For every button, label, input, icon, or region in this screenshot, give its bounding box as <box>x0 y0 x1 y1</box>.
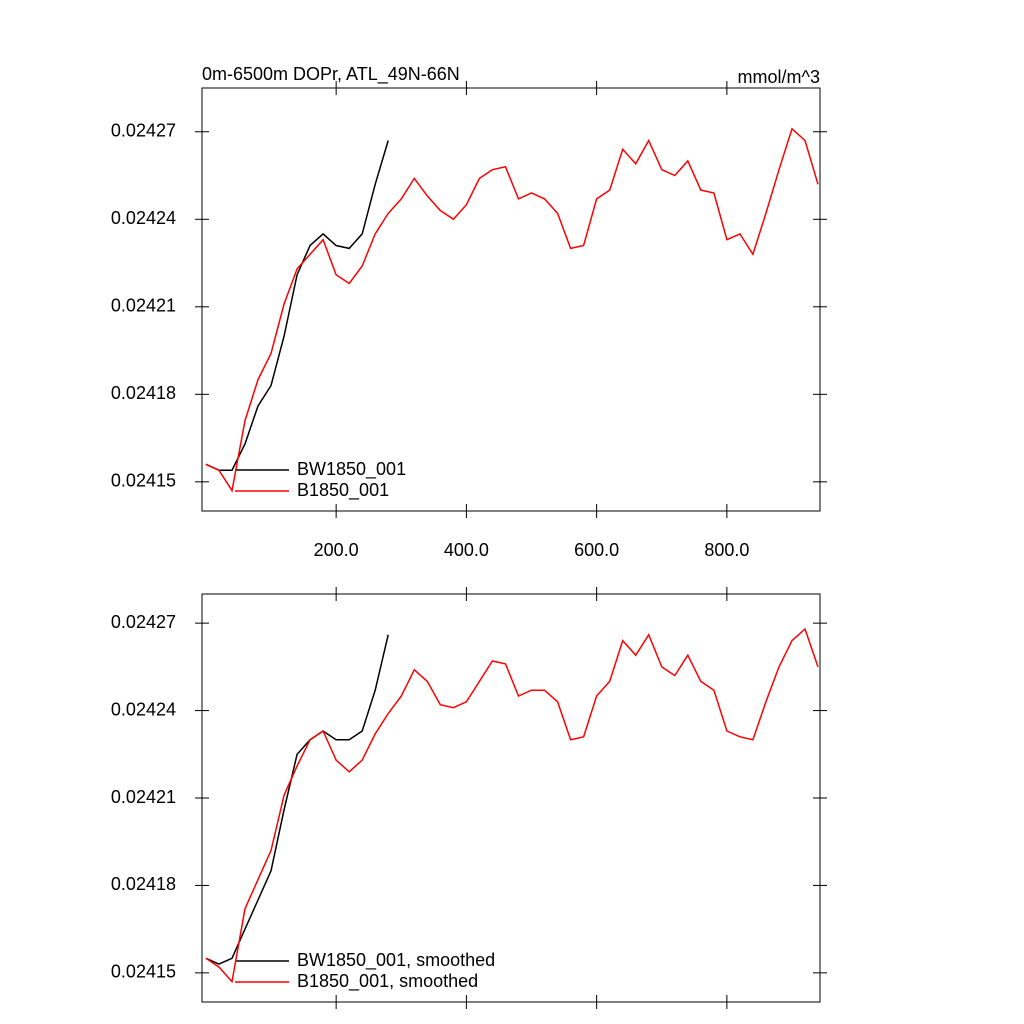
legend-label: B1850_001 <box>297 480 389 501</box>
y-tick-label: 0.02415 <box>111 471 176 491</box>
legend-label: BW1850_001 <box>297 459 406 480</box>
series-line <box>205 627 819 984</box>
y-tick-label: 0.02427 <box>111 612 176 632</box>
y-tick-label: 0.02418 <box>111 383 176 403</box>
y-tick-label: 0.02415 <box>111 962 176 982</box>
chart-title: 0m-6500m DOPr, ATL_49N-66N <box>202 64 460 85</box>
series-line <box>205 127 819 493</box>
series-line <box>205 634 389 965</box>
units-label: mmol/m^3 <box>738 67 820 87</box>
x-tick-label: 400.0 <box>444 540 489 560</box>
series-line <box>205 140 389 471</box>
legend-label: BW1850_001, smoothed <box>297 950 495 971</box>
plot-frame <box>201 87 821 512</box>
y-tick-label: 0.02424 <box>111 208 176 228</box>
legend-label: B1850_001, smoothed <box>297 971 478 992</box>
y-tick-label: 0.02418 <box>111 874 176 894</box>
x-tick-label: 800.0 <box>704 540 749 560</box>
y-tick-label: 0.02427 <box>111 121 176 141</box>
y-tick-label: 0.02421 <box>111 296 176 316</box>
x-tick-label: 600.0 <box>574 540 619 560</box>
x-tick-label: 200.0 <box>314 540 359 560</box>
y-tick-label: 0.02424 <box>111 699 176 719</box>
y-tick-label: 0.02421 <box>111 787 176 807</box>
plot-frame <box>201 593 821 1003</box>
